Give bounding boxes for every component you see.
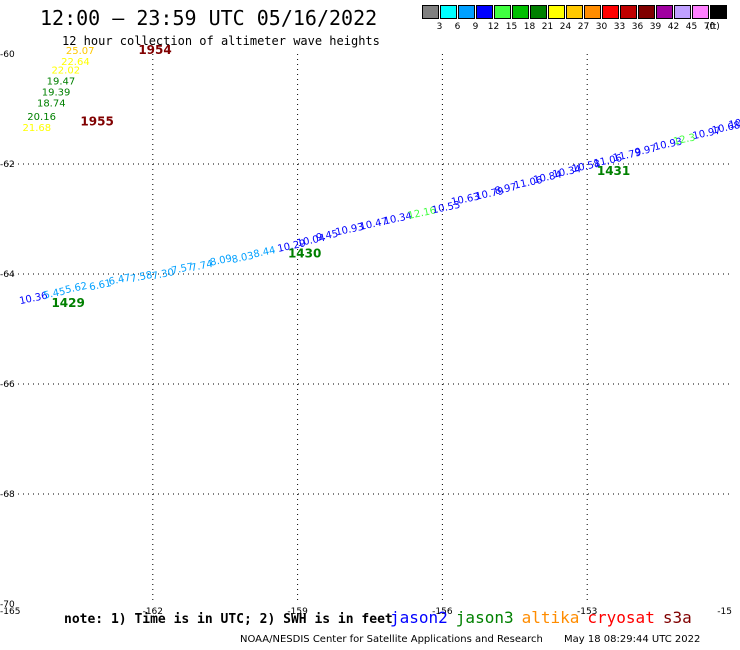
map-title: 12:00 – 23:59 UTC 05/16/2022 <box>40 6 378 30</box>
satellite-altika: altika <box>521 608 580 627</box>
latitude-tick-label: -60 <box>0 50 15 60</box>
track-b-wave-height: 5.45 <box>43 286 67 301</box>
pass-time-label: 1955 <box>80 115 113 129</box>
longitude-tick-label: -165 <box>0 607 20 617</box>
longitude-tick-label: -162 <box>143 607 163 617</box>
legend-swatch <box>674 5 691 19</box>
legend-label: 24 <box>559 22 572 32</box>
legend-swatch <box>530 5 547 19</box>
track-b-wave-height: 10.68 <box>711 120 740 137</box>
map-subtitle: 12 hour collection of altimeter wave hei… <box>62 34 380 48</box>
latitude-tick-label: -62 <box>0 160 15 170</box>
track-b-wave-height: 8.03 <box>231 251 255 266</box>
track-b-wave-height: 5.62 <box>64 281 88 296</box>
legend-swatch <box>692 5 709 19</box>
legend-swatch <box>620 5 637 19</box>
pass-time-label: 1954 <box>138 43 171 57</box>
footer-note: note: 1) Time is in UTC; 2) SWH is in fe… <box>64 612 393 627</box>
legend-label: 27 <box>577 22 590 32</box>
legend-label: 12 <box>487 22 500 32</box>
color-scale-legend: 3 6 9 12 15 18 21 24 27 30 33 36 39 42 45 70 (ft) <box>422 5 728 35</box>
latitude-tick-label: -64 <box>0 270 15 280</box>
legend-swatch <box>548 5 565 19</box>
legend-label: 6 <box>454 22 461 32</box>
track-b-wave-height: 7.74 <box>190 259 214 274</box>
satellite-cryosat: cryosat <box>587 608 655 627</box>
track-a-wave-height: 20.16 <box>27 112 56 123</box>
pass-time-label: 1429 <box>51 296 84 310</box>
track-b-wave-height: 8.44 <box>252 245 276 260</box>
track-a-wave-height: 22.02 <box>51 65 80 76</box>
legend-swatch <box>458 5 475 19</box>
legend-label: 9 <box>472 22 479 32</box>
generated-timestamp: May 18 08:29:44 UTC 2022 <box>564 634 701 645</box>
legend-swatch <box>566 5 583 19</box>
credit-line: NOAA/NESDIS Center for Satellite Applica… <box>240 634 700 645</box>
track-b-wave-height: 6.61 <box>88 278 112 293</box>
credit-text: NOAA/NESDIS Center for Satellite Applica… <box>240 634 543 645</box>
legend-label: 3 <box>436 22 443 32</box>
track-b-wave-height: 6.47 <box>108 273 132 288</box>
longitude-tick-label: -156 <box>432 607 453 617</box>
latitude-tick-label: -66 <box>0 380 15 390</box>
track-a-wave-height: 22.64 <box>61 57 90 68</box>
track-b-wave-height: 8.97 <box>494 182 518 197</box>
latitude-tick-label: -68 <box>0 490 15 500</box>
legend-swatch <box>656 5 673 19</box>
track-a-wave-height: 19.39 <box>42 87 71 98</box>
legend-swatch <box>638 5 655 19</box>
legend-swatch <box>476 5 493 19</box>
longitude-tick-label: -153 <box>577 607 597 617</box>
legend-label: 33 <box>613 22 626 32</box>
track-b-wave-height: 7.57 <box>170 262 194 277</box>
track-b-wave-height: 7.30 <box>151 267 175 282</box>
track-a-wave-height: 21.68 <box>22 123 51 134</box>
track-a-wave-height: 18.74 <box>37 98 66 109</box>
track-b-wave-height: 8.09 <box>209 253 233 268</box>
legend-swatch <box>512 5 529 19</box>
legend-swatch <box>710 5 727 19</box>
legend-label: 39 <box>649 22 662 32</box>
track-a-wave-height: 25.07 <box>66 46 95 57</box>
satellite-jason2: jason2 <box>390 608 448 627</box>
legend-swatch <box>584 5 601 19</box>
longitude-tick-label: -159 <box>287 607 308 617</box>
latitude-tick-label: -70 <box>0 600 15 610</box>
track-b-wave-height: 9.45 <box>315 229 339 244</box>
satellite-legend: jason2 jason3 altika cryosat s3a <box>390 608 700 627</box>
legend-swatch <box>440 5 457 19</box>
pass-time-label: 1431 <box>597 164 630 178</box>
legend-label: 45 <box>685 22 698 32</box>
legend-unit: (ft) <box>706 22 720 32</box>
satellite-jason3: jason3 <box>455 608 514 627</box>
legend-label: 30 <box>595 22 608 32</box>
legend-swatch <box>602 5 619 19</box>
legend-label: 21 <box>541 22 554 32</box>
legend-swatch <box>494 5 511 19</box>
track-b-wave-height: 10.46 <box>728 114 740 131</box>
track-b-wave-height: 12.3 <box>672 132 696 147</box>
track-b-wave-height: 9.97 <box>634 143 658 158</box>
satellite-s3a: s3a <box>662 608 692 627</box>
legend-label: 36 <box>631 22 644 32</box>
legend-label: 42 <box>667 22 680 32</box>
legend-label: 70 <box>703 22 716 32</box>
legend-label: 15 <box>505 22 518 32</box>
track-a-wave-height: 19.47 <box>47 76 76 87</box>
longitude-tick-label: -15 <box>717 607 732 617</box>
track-b-wave-height: 7.58 <box>129 270 153 285</box>
legend-swatch <box>422 5 439 19</box>
pass-time-label: 1430 <box>288 247 321 261</box>
legend-label: 18 <box>523 22 536 32</box>
